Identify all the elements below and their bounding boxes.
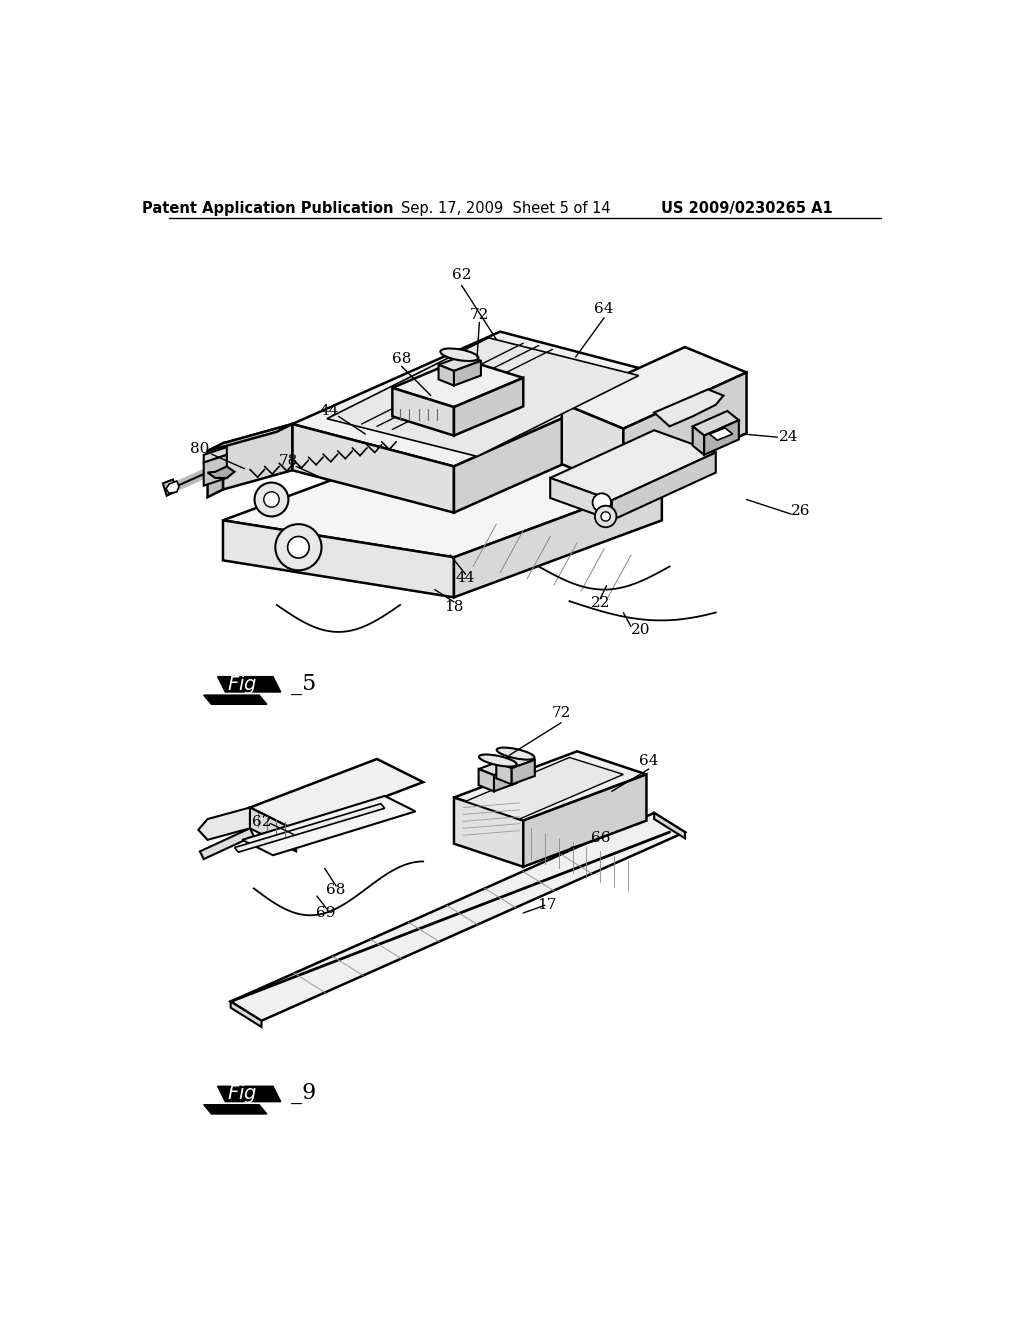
- Polygon shape: [217, 677, 281, 692]
- Polygon shape: [208, 444, 223, 498]
- Text: 80: 80: [190, 442, 210, 455]
- Polygon shape: [478, 770, 494, 792]
- Polygon shape: [292, 331, 662, 466]
- Polygon shape: [223, 444, 662, 557]
- Polygon shape: [562, 347, 746, 429]
- Polygon shape: [243, 796, 416, 855]
- Polygon shape: [250, 759, 423, 830]
- Polygon shape: [466, 758, 624, 818]
- Polygon shape: [497, 754, 535, 768]
- Polygon shape: [494, 767, 517, 792]
- Text: _5: _5: [291, 673, 316, 694]
- Circle shape: [595, 506, 616, 527]
- Polygon shape: [327, 338, 639, 457]
- Text: $\mathit{Fig}$: $\mathit{Fig}$: [227, 1082, 257, 1105]
- Polygon shape: [204, 455, 226, 486]
- Text: 26: 26: [791, 504, 810, 517]
- Text: Sep. 17, 2009  Sheet 5 of 14: Sep. 17, 2009 Sheet 5 of 14: [400, 201, 610, 216]
- Polygon shape: [230, 813, 685, 1020]
- Circle shape: [601, 512, 610, 521]
- Polygon shape: [208, 466, 234, 478]
- Text: 64: 64: [639, 754, 658, 767]
- Polygon shape: [392, 388, 454, 436]
- Circle shape: [264, 492, 280, 507]
- Polygon shape: [454, 480, 662, 598]
- Polygon shape: [550, 430, 716, 500]
- Circle shape: [275, 524, 322, 570]
- Polygon shape: [654, 389, 724, 426]
- Polygon shape: [454, 751, 646, 821]
- Polygon shape: [234, 804, 385, 853]
- Polygon shape: [454, 360, 481, 385]
- Polygon shape: [478, 760, 517, 775]
- Polygon shape: [562, 404, 624, 490]
- Polygon shape: [166, 480, 179, 494]
- Text: 72: 72: [551, 706, 570, 719]
- Text: 78: 78: [279, 454, 298, 469]
- Polygon shape: [705, 420, 739, 455]
- Text: 44: 44: [456, 572, 475, 585]
- Polygon shape: [217, 1086, 281, 1102]
- Polygon shape: [250, 808, 296, 851]
- Polygon shape: [223, 520, 454, 598]
- Text: US 2009/0230265 A1: US 2009/0230265 A1: [660, 201, 833, 216]
- Polygon shape: [497, 762, 512, 784]
- Text: _9: _9: [291, 1082, 316, 1104]
- Polygon shape: [204, 1105, 267, 1114]
- Text: 72: 72: [470, 308, 489, 322]
- Ellipse shape: [440, 348, 478, 362]
- Polygon shape: [200, 829, 254, 859]
- Text: 64: 64: [594, 302, 613, 317]
- Text: 66: 66: [591, 832, 610, 845]
- Text: 24: 24: [779, 430, 799, 444]
- Text: 62: 62: [252, 816, 271, 829]
- Text: 62: 62: [452, 268, 471, 282]
- Polygon shape: [204, 696, 267, 705]
- Text: $\mathit{Fig}$: $\mathit{Fig}$: [227, 673, 257, 696]
- Polygon shape: [454, 378, 523, 436]
- Polygon shape: [611, 453, 716, 520]
- Ellipse shape: [479, 755, 517, 767]
- Text: 20: 20: [632, 623, 651, 638]
- Text: 44: 44: [319, 404, 339, 418]
- Polygon shape: [204, 447, 226, 462]
- Polygon shape: [454, 797, 523, 867]
- Polygon shape: [624, 372, 746, 490]
- Text: 68: 68: [392, 352, 412, 367]
- Polygon shape: [654, 813, 685, 838]
- Circle shape: [593, 494, 611, 512]
- Polygon shape: [438, 364, 454, 385]
- Polygon shape: [523, 775, 646, 867]
- Text: 22: 22: [591, 597, 610, 610]
- Polygon shape: [692, 411, 739, 436]
- Polygon shape: [550, 478, 611, 520]
- Circle shape: [255, 483, 289, 516]
- Polygon shape: [692, 426, 705, 455]
- Polygon shape: [199, 808, 250, 840]
- Polygon shape: [163, 479, 177, 496]
- Polygon shape: [438, 355, 481, 371]
- Text: 68: 68: [327, 883, 346, 896]
- Text: 17: 17: [537, 899, 556, 912]
- Polygon shape: [208, 424, 292, 451]
- Text: 18: 18: [444, 599, 464, 614]
- Polygon shape: [512, 760, 535, 784]
- Polygon shape: [710, 428, 733, 441]
- Polygon shape: [392, 359, 523, 407]
- Polygon shape: [223, 424, 292, 490]
- Text: 69: 69: [315, 906, 335, 920]
- Circle shape: [288, 536, 309, 558]
- Text: Patent Application Publication: Patent Application Publication: [142, 201, 393, 216]
- Polygon shape: [230, 1002, 261, 1027]
- Polygon shape: [292, 424, 454, 512]
- Polygon shape: [454, 374, 662, 512]
- Ellipse shape: [497, 747, 535, 759]
